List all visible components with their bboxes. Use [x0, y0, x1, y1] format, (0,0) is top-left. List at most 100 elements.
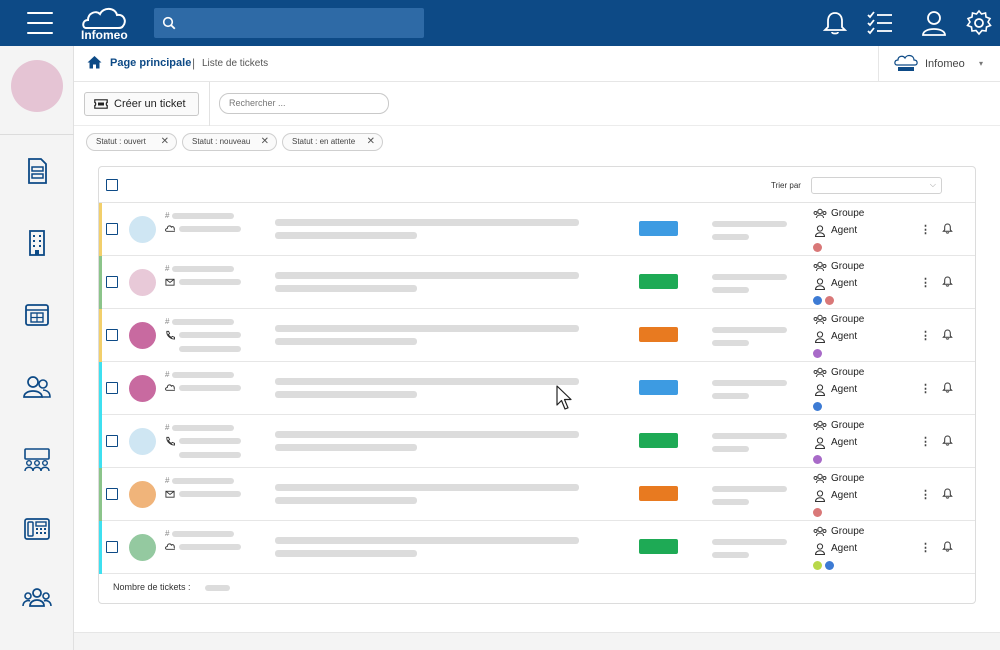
breadcrumb-separator: |	[192, 56, 196, 70]
table-row[interactable]: # Groupe Agent ⋮	[99, 309, 975, 362]
close-icon[interactable]: ✕	[260, 136, 269, 147]
ticket-time-placeholder	[712, 287, 749, 293]
cloud-icon	[165, 384, 175, 391]
table-row[interactable]: # Groupe Agent ⋮	[99, 256, 975, 309]
row-checkbox[interactable]	[106, 541, 118, 553]
agent-icon	[814, 331, 826, 343]
breadcrumb-home-link[interactable]: Page principale	[110, 57, 192, 69]
more-options-icon[interactable]: ⋮	[920, 330, 931, 342]
close-icon[interactable]: ✕	[160, 136, 169, 147]
organization-name: Infomeo	[925, 58, 965, 70]
ticket-date-placeholder	[712, 433, 787, 439]
row-priority-accent	[99, 309, 102, 362]
menu-icon[interactable]	[27, 12, 53, 34]
ticket-summary-placeholder	[275, 497, 417, 504]
ticket-date-placeholder	[712, 327, 787, 333]
row-checkbox[interactable]	[106, 223, 118, 235]
logo-icon[interactable]	[80, 4, 130, 42]
calculator-icon[interactable]	[22, 300, 52, 330]
phone-icon	[166, 330, 175, 340]
row-checkbox[interactable]	[106, 329, 118, 341]
row-checkbox[interactable]	[106, 435, 118, 447]
table-row[interactable]: # Groupe Agent ⋮	[99, 468, 975, 521]
notification-bell-icon[interactable]	[942, 223, 953, 234]
ticket-client-placeholder	[179, 226, 241, 232]
ticket-time-placeholder	[712, 499, 749, 505]
more-options-icon[interactable]: ⋮	[920, 383, 931, 395]
close-icon[interactable]: ✕	[366, 136, 375, 147]
home-icon[interactable]	[87, 55, 102, 69]
ticket-id-placeholder	[172, 425, 234, 431]
assignee-dot	[813, 243, 822, 252]
assignee-dot	[813, 296, 822, 305]
assignee-dot	[813, 508, 822, 517]
ticket-client-placeholder	[179, 544, 241, 550]
ticket-search-input[interactable]: Rechercher ...	[219, 93, 389, 114]
ticket-client-placeholder	[179, 438, 241, 444]
group-label: Groupe	[831, 314, 865, 325]
select-all-checkbox[interactable]	[106, 179, 118, 191]
notification-bell-icon[interactable]	[942, 276, 953, 287]
contacts-icon[interactable]	[22, 372, 52, 402]
assignee-dot	[813, 402, 822, 411]
avatar	[129, 428, 156, 455]
phone-icon[interactable]	[22, 514, 52, 544]
ticket-time-placeholder	[712, 446, 749, 452]
notification-bell-icon[interactable]	[942, 541, 953, 552]
mouse-cursor-icon	[556, 385, 572, 410]
agent-label: Agent	[831, 490, 858, 501]
more-options-icon[interactable]: ⋮	[920, 436, 931, 448]
groups-icon[interactable]	[22, 584, 52, 614]
filter-chip-open[interactable]: Statut : ouvert ✕	[86, 133, 177, 151]
more-options-icon[interactable]: ⋮	[920, 542, 931, 554]
group-label: Groupe	[831, 261, 865, 272]
settings-icon[interactable]	[965, 9, 993, 37]
row-checkbox[interactable]	[106, 488, 118, 500]
more-options-icon[interactable]: ⋮	[920, 277, 931, 289]
ticket-subject-placeholder	[275, 378, 579, 385]
documents-icon[interactable]	[22, 156, 52, 186]
table-row[interactable]: # Groupe Agent ⋮	[99, 362, 975, 415]
row-checkbox[interactable]	[106, 382, 118, 394]
organization-logo-icon	[894, 54, 918, 71]
table-row[interactable]: # Groupe Agent ⋮	[99, 521, 975, 574]
more-options-icon[interactable]: ⋮	[920, 489, 931, 501]
notifications-icon[interactable]	[821, 9, 849, 37]
status-badge	[639, 221, 678, 236]
ticket-id-placeholder	[172, 319, 234, 325]
filter-chip-new[interactable]: Statut : nouveau ✕	[182, 133, 277, 151]
ticket-client-placeholder	[179, 279, 241, 285]
agent-label: Agent	[831, 384, 858, 395]
avatar	[129, 481, 156, 508]
teams-icon[interactable]	[22, 444, 52, 474]
table-row[interactable]: # Groupe Agent ⋮	[99, 415, 975, 468]
status-badge	[639, 486, 678, 501]
organization-selector[interactable]: Infomeo ▾	[878, 46, 1000, 82]
create-ticket-button[interactable]: Créer un ticket	[84, 92, 199, 116]
ticket-client-placeholder	[179, 332, 241, 338]
tasks-icon[interactable]	[866, 9, 894, 37]
notification-bell-icon[interactable]	[942, 382, 953, 393]
more-options-icon[interactable]: ⋮	[920, 224, 931, 236]
notification-bell-icon[interactable]	[942, 435, 953, 446]
row-checkbox[interactable]	[106, 276, 118, 288]
table-row[interactable]: # Groupe Agent ⋮	[99, 203, 975, 256]
filter-chip-pending[interactable]: Statut : en attente ✕	[282, 133, 383, 151]
building-icon[interactable]	[22, 228, 52, 258]
user-avatar[interactable]	[11, 60, 63, 112]
ticket-count-value	[205, 585, 230, 591]
user-icon[interactable]	[920, 9, 948, 37]
ticket-count-label: Nombre de tickets :	[113, 582, 191, 592]
agent-icon	[814, 384, 826, 396]
ticket-summary-placeholder	[275, 285, 417, 292]
table-header: Trier par ⌵	[99, 167, 975, 203]
ticket-time-placeholder	[712, 340, 749, 346]
sort-select[interactable]: ⌵	[811, 177, 942, 194]
ticket-summary-placeholder	[275, 232, 417, 239]
cloud-icon	[165, 225, 175, 232]
global-search-input[interactable]	[154, 8, 424, 38]
row-priority-accent	[99, 203, 102, 256]
notification-bell-icon[interactable]	[942, 488, 953, 499]
group-label: Groupe	[831, 208, 865, 219]
notification-bell-icon[interactable]	[942, 329, 953, 340]
